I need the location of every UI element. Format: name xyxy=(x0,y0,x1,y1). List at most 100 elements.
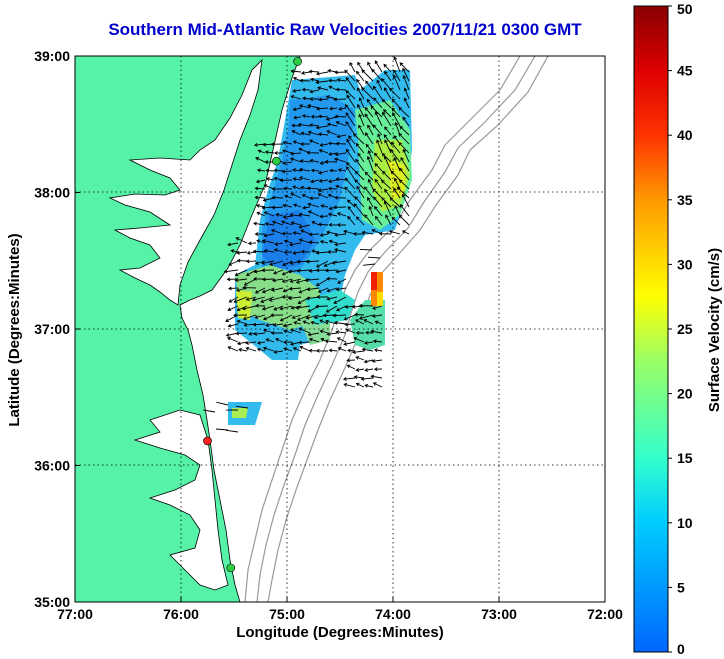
velocity-arrow xyxy=(275,212,284,217)
velocity-arrow xyxy=(394,121,401,136)
velocity-arrow xyxy=(359,248,373,251)
velocity-arrow xyxy=(261,305,275,311)
velocity-arrow xyxy=(268,296,284,302)
velocity-arrow xyxy=(326,276,338,281)
velocity-arrow xyxy=(377,133,383,145)
velocity-arrow xyxy=(396,186,410,199)
velocity-arrow xyxy=(265,338,275,343)
velocity-arrow xyxy=(343,341,356,346)
velocity-arrow xyxy=(354,312,365,317)
velocity-arrow xyxy=(306,150,320,155)
velocity-arrow xyxy=(238,347,248,352)
velocity-arrow xyxy=(271,195,284,200)
velocity-arrow xyxy=(346,199,356,208)
velocity-arrow xyxy=(263,248,275,253)
velocity-arrow xyxy=(253,142,266,147)
velocity-arrow xyxy=(334,232,347,237)
velocity-arrow xyxy=(307,202,320,208)
velocity-arrow xyxy=(317,86,329,91)
velocity-arrow xyxy=(290,192,302,199)
velocity-arrow xyxy=(301,87,311,92)
velocity-arrow xyxy=(344,104,356,118)
velocity-arrow xyxy=(273,350,284,354)
velocity-arrow xyxy=(337,278,347,284)
velocity-arrow xyxy=(284,194,293,199)
velocity-arrow xyxy=(380,179,392,190)
y-tick-label: 36:00 xyxy=(34,458,70,474)
velocity-arrow xyxy=(265,323,275,328)
velocity-arrow xyxy=(270,142,284,147)
velocity-arrow xyxy=(323,260,338,267)
velocity-arrow xyxy=(290,94,302,100)
velocity-arrow xyxy=(272,278,284,283)
velocity-arrow xyxy=(290,151,302,156)
velocity-arrow xyxy=(236,305,248,312)
velocity-arrow xyxy=(260,296,275,304)
velocity-arrow xyxy=(318,114,329,119)
velocity-arrow xyxy=(390,141,401,154)
colorbar-label: Surface Velocity (cm/s) xyxy=(706,247,723,413)
velocity-arrow xyxy=(315,125,329,130)
velocity-arrow xyxy=(335,184,347,190)
velocity-arrow xyxy=(358,113,365,127)
velocity-arrow xyxy=(328,179,338,184)
velocity-arrow xyxy=(327,250,338,254)
velocity-arrow xyxy=(355,158,365,172)
velocity-arrow xyxy=(226,277,239,282)
velocity-arrow xyxy=(292,250,302,255)
velocity-arrow xyxy=(235,331,248,336)
velocity-arrow xyxy=(335,87,347,92)
velocity-arrow xyxy=(282,149,293,154)
velocity-arrow xyxy=(355,331,365,335)
velocity-arrow xyxy=(402,116,410,127)
velocity-arrow xyxy=(288,286,302,291)
velocity-arrow xyxy=(367,124,374,136)
velocity-arrow xyxy=(373,170,383,181)
velocity-arrow xyxy=(319,319,329,325)
velocity-arrow xyxy=(320,204,329,208)
velocity-arrow xyxy=(388,229,401,235)
velocity-arrow xyxy=(345,121,356,136)
velocity-arrow xyxy=(373,348,383,353)
velocity-arrow xyxy=(355,216,365,226)
velocity-arrow xyxy=(368,205,374,217)
velocity-arrow xyxy=(365,143,374,154)
velocity-arrow xyxy=(315,80,329,85)
velocity-arrow xyxy=(325,319,338,325)
velocity-arrow xyxy=(361,230,374,235)
velocity-arrow xyxy=(300,142,310,146)
velocity-arrow xyxy=(293,203,302,208)
velocity-arrow xyxy=(310,168,320,173)
velocity-arrow xyxy=(352,350,365,355)
velocity-arrow xyxy=(226,429,239,433)
velocity-arrow xyxy=(381,170,392,181)
velocity-arrow xyxy=(245,346,257,352)
y-tick-label: 35:00 xyxy=(34,594,70,610)
velocity-arrow xyxy=(256,347,266,352)
velocity-arrow xyxy=(364,171,374,181)
velocity-arrow xyxy=(370,329,383,334)
colorbar xyxy=(633,5,669,653)
velocity-arrow xyxy=(402,74,410,91)
velocity-arrow xyxy=(292,107,302,112)
velocity-arrow xyxy=(347,215,356,226)
velocity-arrow xyxy=(254,186,266,191)
velocity-arrow xyxy=(334,152,347,157)
velocity-arrow xyxy=(355,367,365,372)
velocity-arrow xyxy=(290,305,302,310)
velocity-arrow xyxy=(255,303,266,308)
velocity-arrow xyxy=(335,269,347,274)
velocity-arrow xyxy=(270,331,283,335)
velocity-arrow xyxy=(261,260,275,265)
velocity-arrow xyxy=(318,149,329,154)
velocity-arrow xyxy=(335,177,347,182)
y-tick-label: 37:00 xyxy=(34,321,70,337)
velocity-arrow xyxy=(254,195,266,200)
velocity-arrow xyxy=(233,296,248,304)
velocity-arrow xyxy=(384,139,392,154)
velocity-arrow xyxy=(354,179,365,190)
velocity-arrow xyxy=(223,269,239,274)
velocity-arrow xyxy=(293,320,302,325)
velocity-arrow xyxy=(370,374,383,379)
